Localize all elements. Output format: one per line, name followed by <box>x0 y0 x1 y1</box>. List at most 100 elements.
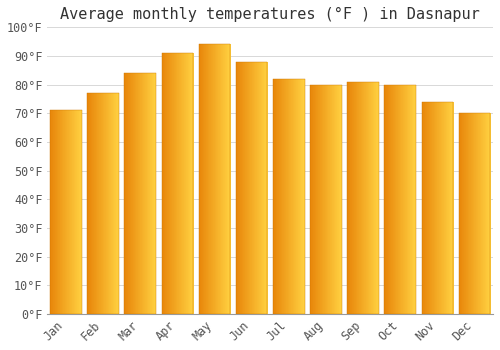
Bar <box>374 82 375 314</box>
Bar <box>190 53 192 314</box>
Bar <box>112 93 113 314</box>
Bar <box>472 113 474 314</box>
Bar <box>238 62 239 314</box>
Bar <box>439 102 440 314</box>
Bar <box>310 85 311 314</box>
Bar <box>482 113 483 314</box>
Bar <box>293 79 294 314</box>
Bar <box>81 110 82 314</box>
Bar <box>219 44 220 314</box>
Bar <box>480 113 481 314</box>
Bar <box>150 73 152 314</box>
Bar <box>186 53 187 314</box>
Bar <box>98 93 99 314</box>
Bar <box>424 102 426 314</box>
Bar <box>314 85 315 314</box>
Bar <box>362 82 363 314</box>
Bar <box>362 82 364 314</box>
Bar <box>204 44 205 314</box>
Bar <box>68 110 70 314</box>
Bar <box>386 85 388 314</box>
Bar <box>88 93 119 314</box>
Bar <box>320 85 322 314</box>
Bar <box>330 85 332 314</box>
Bar <box>402 85 403 314</box>
Bar <box>310 85 342 314</box>
Bar <box>162 53 164 314</box>
Bar <box>278 79 280 314</box>
Bar <box>431 102 432 314</box>
Bar <box>125 73 126 314</box>
Bar <box>470 113 471 314</box>
Bar <box>73 110 74 314</box>
Bar <box>377 82 378 314</box>
Bar <box>432 102 434 314</box>
Bar <box>438 102 440 314</box>
Bar <box>267 62 268 314</box>
Bar <box>473 113 474 314</box>
Bar <box>100 93 102 314</box>
Bar <box>387 85 388 314</box>
Bar <box>429 102 430 314</box>
Bar <box>110 93 112 314</box>
Bar <box>129 73 130 314</box>
Bar <box>484 113 485 314</box>
Bar <box>144 73 146 314</box>
Bar <box>424 102 425 314</box>
Bar <box>148 73 150 314</box>
Bar <box>366 82 367 314</box>
Bar <box>104 93 106 314</box>
Bar <box>117 93 118 314</box>
Bar <box>169 53 170 314</box>
Bar <box>312 85 314 314</box>
Bar <box>360 82 361 314</box>
Bar <box>64 110 66 314</box>
Bar <box>127 73 128 314</box>
Bar <box>116 93 117 314</box>
Bar <box>76 110 78 314</box>
Bar <box>388 85 389 314</box>
Bar <box>226 44 228 314</box>
Bar <box>80 110 82 314</box>
Bar <box>436 102 437 314</box>
Bar <box>422 102 423 314</box>
Bar <box>192 53 194 314</box>
Bar <box>450 102 452 314</box>
Bar <box>299 79 300 314</box>
Bar <box>227 44 228 314</box>
Bar <box>54 110 55 314</box>
Bar <box>302 79 304 314</box>
Bar <box>112 93 114 314</box>
Bar <box>134 73 135 314</box>
Bar <box>444 102 446 314</box>
Bar <box>414 85 415 314</box>
Bar <box>126 73 127 314</box>
Bar <box>107 93 108 314</box>
Bar <box>364 82 366 314</box>
Bar <box>91 93 92 314</box>
Bar <box>216 44 217 314</box>
Bar <box>135 73 136 314</box>
Bar <box>372 82 373 314</box>
Bar <box>262 62 264 314</box>
Bar <box>124 73 126 314</box>
Bar <box>469 113 470 314</box>
Bar <box>132 73 134 314</box>
Bar <box>348 82 379 314</box>
Bar <box>220 44 221 314</box>
Bar <box>90 93 92 314</box>
Bar <box>294 79 295 314</box>
Bar <box>273 79 274 314</box>
Bar <box>374 82 376 314</box>
Bar <box>275 79 276 314</box>
Bar <box>474 113 475 314</box>
Bar <box>236 62 268 314</box>
Bar <box>132 73 133 314</box>
Bar <box>178 53 179 314</box>
Title: Average monthly temperatures (°F ) in Dasnapur: Average monthly temperatures (°F ) in Da… <box>60 7 480 22</box>
Bar <box>297 79 298 314</box>
Bar <box>210 44 211 314</box>
Bar <box>192 53 193 314</box>
Bar <box>63 110 64 314</box>
Bar <box>285 79 286 314</box>
